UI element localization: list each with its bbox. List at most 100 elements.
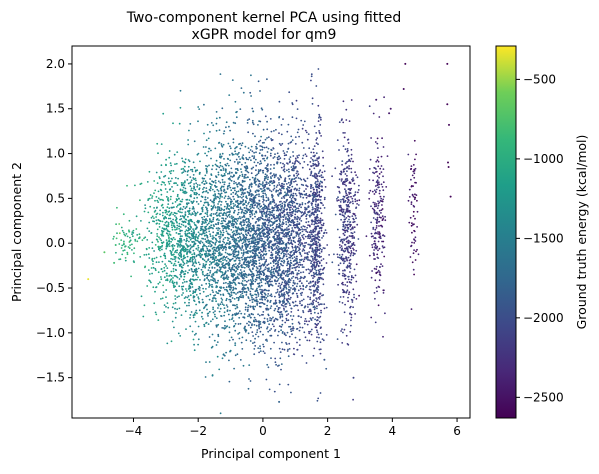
scatter-point [288, 325, 290, 328]
scatter-point [311, 223, 313, 226]
scatter-point [254, 177, 257, 179]
scatter-point [206, 276, 209, 279]
scatter-point [207, 222, 210, 225]
scatter-point [225, 230, 228, 233]
scatter-point [184, 310, 187, 313]
scatter-point [189, 280, 192, 283]
scatter-point [285, 193, 287, 196]
scatter-point [209, 293, 212, 296]
scatter-point [234, 150, 237, 153]
scatter-point [251, 212, 253, 215]
scatter-point [287, 253, 290, 255]
scatter-point [278, 224, 281, 226]
scatter-point [248, 364, 251, 366]
scatter-point [181, 294, 183, 296]
scatter-point [184, 233, 187, 236]
scatter-point [205, 295, 208, 298]
scatter-point [288, 161, 291, 164]
scatter-point [273, 237, 275, 240]
scatter-point [270, 295, 273, 298]
scatter-point [311, 206, 314, 209]
scatter-point [283, 286, 286, 289]
scatter-point [174, 302, 177, 304]
scatter-point [216, 265, 219, 267]
scatter-point [220, 201, 223, 203]
scatter-point [203, 222, 206, 224]
scatter-point [266, 278, 269, 280]
scatter-point [165, 220, 168, 223]
scatter-point [234, 241, 236, 244]
scatter-point [192, 231, 195, 234]
scatter-point [306, 163, 309, 166]
scatter-point [224, 168, 227, 171]
scatter-point [287, 383, 290, 386]
scatter-point [304, 336, 307, 339]
scatter-point [201, 225, 204, 228]
scatter-point [289, 208, 291, 211]
scatter-point [208, 182, 211, 185]
scatter-point [270, 217, 273, 220]
scatter-point [223, 183, 226, 186]
scatter-point [163, 218, 166, 220]
scatter-point [279, 315, 282, 318]
scatter-point [246, 197, 248, 200]
scatter-point [259, 90, 261, 92]
scatter-point [289, 304, 291, 307]
scatter-point [269, 189, 271, 192]
scatter-point [230, 217, 233, 220]
scatter-point [257, 249, 260, 251]
scatter-point [289, 259, 292, 262]
scatter-point [209, 260, 211, 263]
scatter-point [200, 227, 203, 230]
scatter-point [260, 326, 262, 329]
scatter-point [267, 308, 269, 311]
scatter-point [280, 228, 283, 231]
scatter-point [236, 229, 239, 232]
scatter-point [256, 234, 259, 237]
scatter-point [217, 254, 220, 257]
scatter-point [279, 188, 281, 191]
scatter-point [272, 226, 274, 229]
scatter-point [161, 229, 163, 232]
scatter-point [289, 224, 292, 227]
scatter-point [228, 326, 231, 329]
scatter-point [238, 216, 241, 218]
scatter-point [261, 291, 264, 293]
scatter-point [163, 175, 165, 178]
scatter-point [297, 315, 300, 318]
scatter-point [176, 245, 179, 248]
scatter-point [228, 220, 230, 223]
scatter-point [265, 167, 267, 169]
scatter-point [177, 257, 180, 259]
scatter-point [271, 280, 273, 283]
scatter-point [273, 309, 276, 312]
scatter-point [174, 256, 177, 259]
scatter-point [291, 139, 294, 142]
scatter-point [263, 321, 266, 324]
scatter-point [255, 250, 258, 252]
scatter-point [288, 239, 290, 242]
scatter-point [294, 216, 297, 219]
scatter-point [168, 239, 171, 242]
scatter-point [211, 374, 214, 376]
scatter-point [248, 224, 251, 227]
scatter-point [222, 167, 225, 170]
scatter-point [278, 115, 281, 118]
scatter-point [247, 158, 250, 161]
scatter-point [262, 302, 265, 305]
scatter-point [287, 319, 290, 322]
scatter-point [243, 263, 245, 265]
scatter-point [215, 324, 218, 327]
scatter-point [250, 167, 253, 170]
scatter-point [271, 243, 274, 246]
scatter-point [215, 256, 218, 258]
scatter-point [272, 157, 275, 159]
scatter-point [215, 317, 218, 320]
scatter-point [189, 244, 192, 247]
scatter-point [245, 294, 248, 296]
scatter-point [255, 320, 258, 323]
scatter-point [232, 141, 235, 144]
scatter-point [263, 199, 265, 202]
scatter-point [272, 195, 274, 197]
scatter-point [188, 210, 190, 213]
